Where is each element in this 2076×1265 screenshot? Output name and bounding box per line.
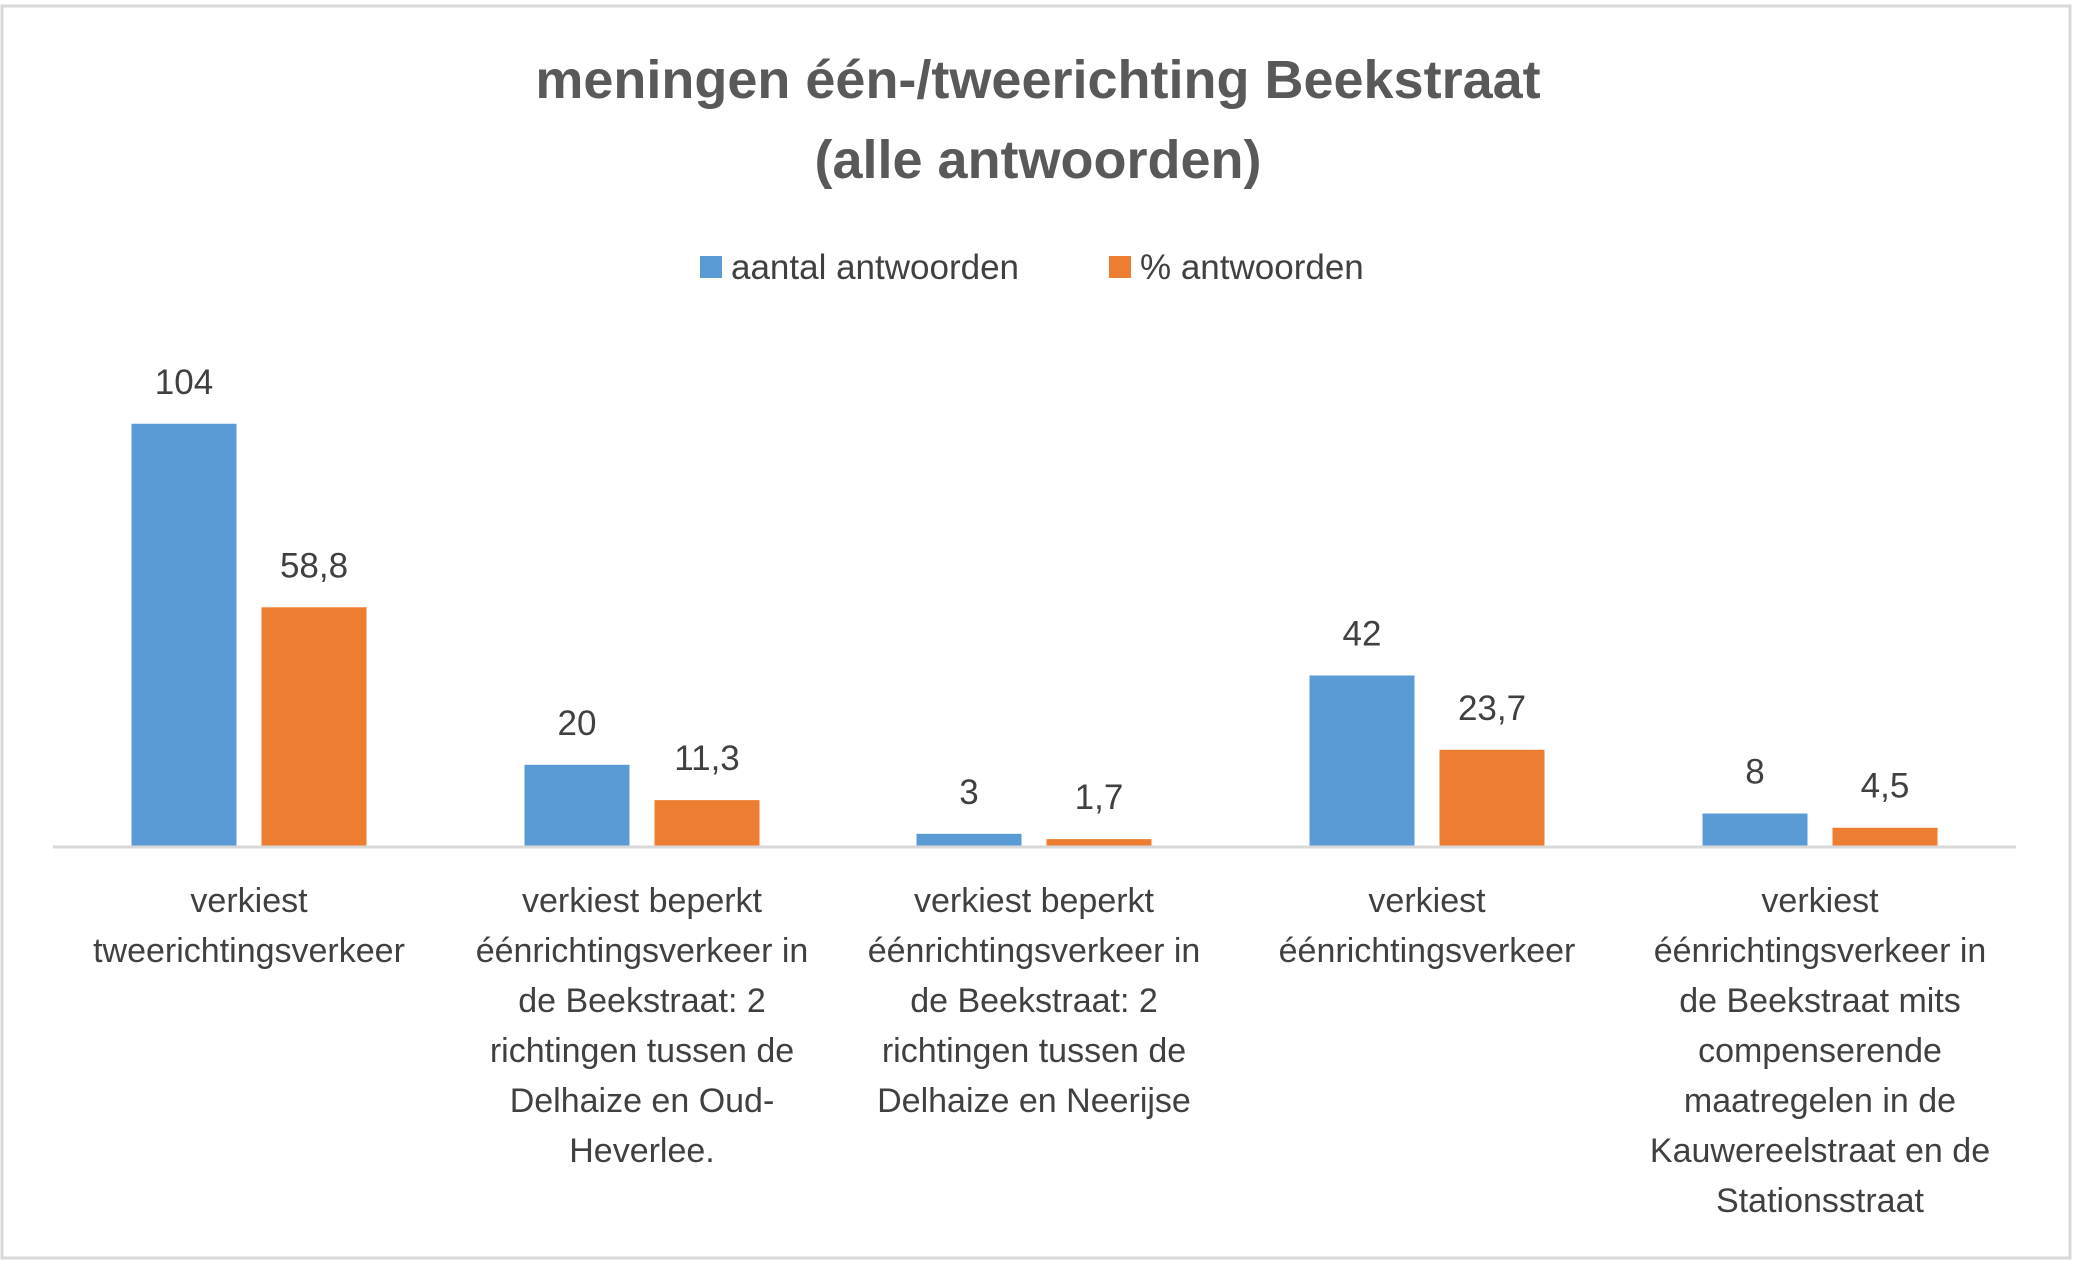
data-label-percent-4: 4,5 — [1861, 767, 1910, 806]
bar-aantal-0 — [131, 423, 237, 846]
category-label-1-line-5: Heverlee. — [569, 1132, 715, 1170]
bar-percent-2 — [1046, 839, 1152, 846]
bar-aantal-2 — [916, 833, 1022, 846]
data-label-aantal-4: 8 — [1745, 753, 1764, 792]
category-label-0-line-1: tweerichtingsverkeer — [93, 932, 405, 970]
category-label-2-line-4: Delhaize en Neerijse — [877, 1082, 1191, 1120]
category-label-1-line-0: verkiest beperkt — [522, 882, 763, 920]
category-label-1-line-4: Delhaize en Oud- — [510, 1082, 775, 1120]
bar-aantal-1 — [524, 764, 630, 846]
category-label-2-line-2: de Beekstraat: 2 — [910, 982, 1158, 1020]
legend-label-percent: % antwoorden — [1140, 248, 1364, 287]
data-label-percent-0: 58,8 — [280, 546, 348, 585]
chart-title-line-2: (alle antwoorden) — [814, 130, 1261, 190]
category-label-1-line-3: richtingen tussen de — [490, 1032, 794, 1070]
category-label-3-line-0: verkiest — [1368, 882, 1486, 920]
bar-aantal-4 — [1702, 813, 1808, 846]
bar-percent-4 — [1832, 827, 1938, 846]
category-label-4-line-3: compenserende — [1698, 1032, 1942, 1070]
category-label-0-line-0: verkiest — [190, 882, 308, 920]
category-label-4-line-2: de Beekstraat mits — [1679, 982, 1961, 1020]
category-label-2-line-1: éénrichtingsverkeer in — [868, 932, 1201, 970]
data-label-aantal-1: 20 — [558, 704, 597, 743]
category-label-1-line-2: de Beekstraat: 2 — [518, 982, 766, 1020]
category-label-4-line-0: verkiest — [1761, 882, 1879, 920]
data-label-aantal-0: 104 — [155, 363, 213, 402]
data-label-percent-1: 11,3 — [674, 739, 740, 778]
bar-aantal-3 — [1309, 675, 1415, 846]
category-label-4-line-6: Stationsstraat — [1716, 1182, 1924, 1220]
data-label-aantal-2: 3 — [959, 773, 978, 812]
data-label-aantal-3: 42 — [1343, 614, 1382, 653]
category-label-4-line-4: maatregelen in de — [1684, 1082, 1956, 1120]
legend: aantal antwoorden % antwoorden — [700, 248, 1364, 287]
category-label-4-line-5: Kauwereelstraat en de — [1650, 1132, 1990, 1170]
category-label-4-line-1: éénrichtingsverkeer in — [1654, 932, 1987, 970]
legend-swatch-aantal — [700, 256, 722, 278]
data-label-percent-2: 1,7 — [1075, 778, 1124, 817]
category-label-2-line-0: verkiest beperkt — [914, 882, 1155, 920]
legend-label-aantal: aantal antwoorden — [731, 248, 1019, 287]
legend-swatch-percent — [1109, 256, 1131, 278]
bar-percent-1 — [654, 800, 760, 846]
category-label-1-line-1: éénrichtingsverkeer in — [476, 932, 809, 970]
category-label-2-line-3: richtingen tussen de — [882, 1032, 1186, 1070]
category-label-3-line-1: éénrichtingsverkeer — [1279, 932, 1576, 970]
data-label-percent-3: 23,7 — [1458, 689, 1526, 728]
chart-title-line-1: meningen één-/tweerichting Beekstraat — [535, 50, 1540, 110]
bar-percent-3 — [1439, 749, 1545, 846]
bar-percent-0 — [261, 607, 367, 846]
